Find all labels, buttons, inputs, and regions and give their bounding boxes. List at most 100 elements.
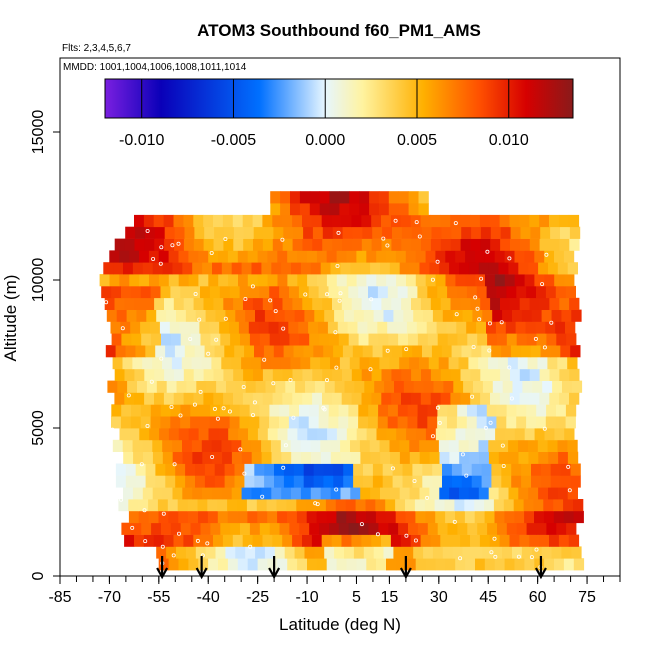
heat-cell bbox=[298, 285, 310, 299]
sample-marker bbox=[509, 396, 514, 401]
sample-marker bbox=[493, 554, 498, 559]
heat-cell bbox=[567, 487, 578, 500]
heat-cell bbox=[465, 274, 476, 287]
heat-cell bbox=[450, 392, 461, 405]
heat-cell bbox=[151, 522, 162, 535]
heat-cell bbox=[111, 285, 122, 299]
heat-cell bbox=[360, 487, 371, 500]
heat-cell bbox=[329, 203, 340, 216]
heat-cell bbox=[188, 558, 199, 571]
heat-cell bbox=[318, 416, 329, 429]
heat-cell bbox=[534, 510, 545, 524]
heat-cell bbox=[388, 333, 399, 346]
heat-cell bbox=[396, 428, 407, 441]
heat-cell bbox=[303, 475, 314, 488]
heat-cell bbox=[400, 534, 412, 547]
heat-cell bbox=[419, 262, 430, 275]
heat-cell bbox=[346, 274, 357, 287]
heat-cell bbox=[451, 475, 463, 488]
heat-cell bbox=[141, 333, 152, 346]
heat-cell bbox=[283, 226, 294, 239]
dates-note: MMDD: 1001,1004,1006,1008,1011,1014 bbox=[63, 62, 247, 73]
heat-cell bbox=[445, 274, 456, 287]
heat-cell bbox=[549, 534, 560, 547]
heat-cell bbox=[213, 238, 224, 251]
heat-cell bbox=[253, 238, 264, 251]
heat-cell bbox=[421, 238, 432, 251]
heat-cell bbox=[310, 262, 322, 275]
heat-cell bbox=[280, 191, 291, 204]
heat-cell bbox=[220, 522, 231, 535]
heat-cell bbox=[292, 368, 303, 381]
heat-cell bbox=[501, 463, 512, 476]
sample-marker bbox=[143, 539, 148, 544]
sample-marker bbox=[303, 292, 308, 297]
heat-cell bbox=[495, 428, 506, 441]
heat-cell bbox=[390, 214, 402, 228]
heat-cell bbox=[440, 534, 451, 547]
heat-cell bbox=[509, 297, 521, 310]
heat-cell bbox=[347, 321, 358, 334]
heat-cell bbox=[506, 416, 517, 429]
sample-marker bbox=[453, 221, 458, 226]
heat-cell bbox=[422, 345, 433, 358]
heat-cell bbox=[461, 226, 472, 239]
sample-marker bbox=[281, 326, 286, 331]
heat-cell bbox=[524, 250, 535, 263]
heat-cell bbox=[276, 499, 287, 512]
heat-cell bbox=[386, 428, 397, 441]
heat-cell bbox=[219, 416, 230, 429]
heat-cell bbox=[350, 262, 361, 275]
heat-cell bbox=[383, 309, 394, 322]
heat-cell bbox=[372, 475, 384, 488]
heat-cell bbox=[142, 357, 153, 370]
heat-cell bbox=[170, 522, 182, 535]
heat-cell bbox=[418, 357, 430, 370]
heat-cell bbox=[455, 510, 466, 524]
heat-cell bbox=[121, 333, 132, 346]
heat-cell bbox=[412, 463, 423, 476]
heat-cell bbox=[441, 226, 452, 239]
sample-marker bbox=[458, 556, 463, 561]
heat-cell bbox=[150, 404, 162, 417]
heat-cell bbox=[380, 451, 391, 464]
heat-cell bbox=[318, 321, 329, 334]
heat-cell bbox=[425, 558, 436, 571]
heat-cell bbox=[379, 203, 390, 216]
heat-cell bbox=[235, 380, 247, 393]
heat-cell bbox=[326, 510, 337, 524]
heat-cell bbox=[353, 546, 365, 559]
heat-cell bbox=[188, 510, 199, 524]
heat-cell bbox=[540, 463, 552, 476]
heat-cell bbox=[484, 499, 495, 512]
heat-cell bbox=[234, 475, 245, 488]
heat-cell bbox=[144, 238, 155, 251]
heat-cell bbox=[460, 392, 471, 405]
sample-marker bbox=[471, 344, 476, 349]
heat-cell bbox=[533, 499, 544, 512]
heat-cell bbox=[248, 428, 259, 441]
heat-cell bbox=[329, 191, 340, 204]
heat-cell bbox=[470, 238, 481, 251]
heat-cell bbox=[519, 238, 531, 251]
heat-cell bbox=[289, 285, 300, 299]
heat-cell bbox=[535, 321, 546, 334]
heat-cell bbox=[377, 416, 389, 429]
heat-cell bbox=[139, 428, 150, 441]
heat-cell bbox=[358, 416, 369, 429]
sample-marker bbox=[492, 536, 497, 541]
sample-marker bbox=[454, 312, 459, 317]
heat-cell bbox=[309, 333, 320, 346]
colorbar bbox=[104, 78, 574, 119]
heat-cell bbox=[359, 357, 370, 370]
sample-marker bbox=[533, 336, 538, 341]
heat-cell bbox=[432, 463, 443, 476]
heat-cell bbox=[190, 333, 201, 346]
heat-cell bbox=[450, 238, 461, 251]
heat-cell bbox=[243, 238, 254, 251]
heat-cell bbox=[398, 203, 409, 216]
heat-cell bbox=[506, 285, 517, 299]
heat-cell bbox=[335, 499, 347, 512]
heat-cell bbox=[247, 558, 258, 571]
heat-cell bbox=[222, 534, 234, 547]
